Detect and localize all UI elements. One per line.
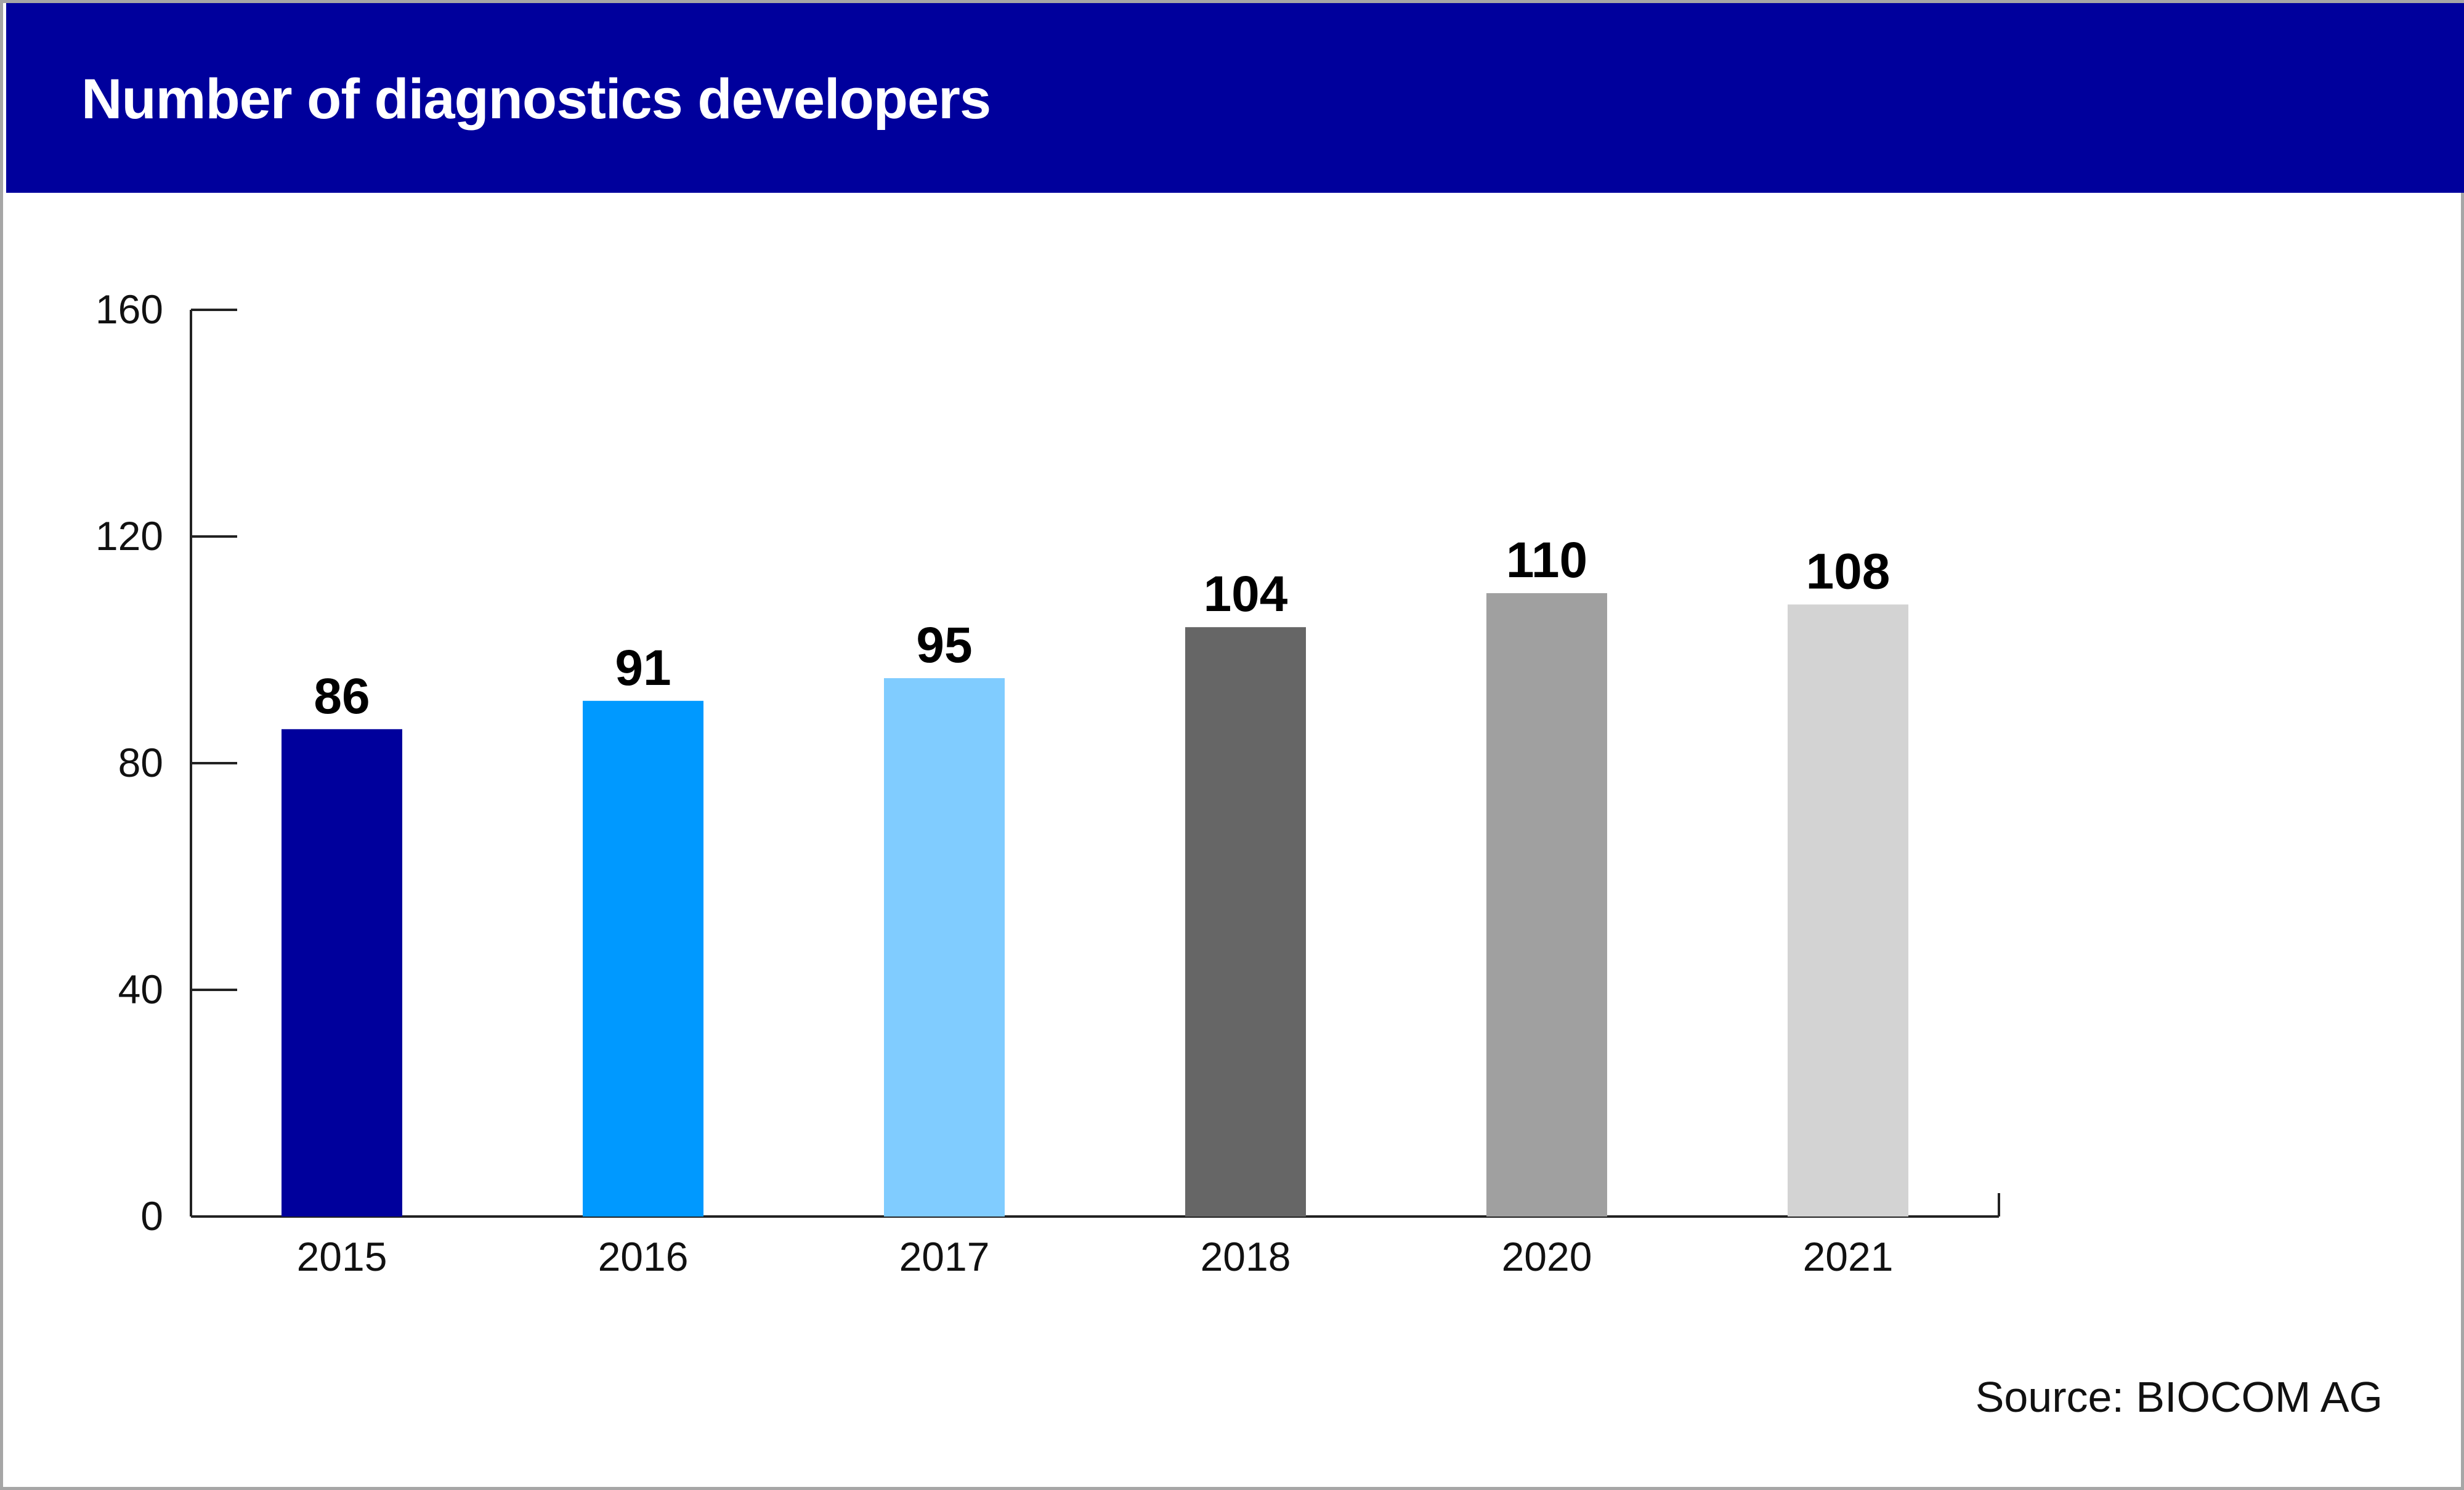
x-tick-label: 2020: [1502, 1234, 1592, 1279]
x-tick-label: 2018: [1201, 1234, 1291, 1279]
bar-data-label: 108: [1806, 543, 1891, 599]
bar: [1486, 593, 1607, 1217]
y-tick-label: 160: [95, 286, 163, 332]
bar: [282, 729, 402, 1217]
y-tick-label: 0: [140, 1193, 163, 1239]
bar: [884, 678, 1005, 1217]
bar-data-label: 104: [1204, 566, 1288, 622]
y-tick-label: 120: [95, 513, 163, 559]
chart-title: Number of diagnostics developers: [81, 68, 991, 131]
y-tick-label: 80: [118, 740, 163, 785]
bar: [1788, 604, 1908, 1217]
bar: [583, 700, 703, 1217]
y-tick-label: 40: [118, 966, 163, 1012]
x-tick-label: 2016: [598, 1234, 689, 1279]
title-banner: Number of diagnostics developers: [6, 3, 2464, 193]
bar-data-label: 95: [916, 617, 972, 673]
x-tick-label: 2021: [1803, 1234, 1894, 1279]
x-tick-label: 2017: [899, 1234, 990, 1279]
chart-labels: 0 40 80 120 160 86 2015 91 2016 95 2017 104 2018 110 2…: [95, 286, 1894, 1279]
bar-data-label: 86: [314, 668, 370, 724]
bar-data-label: 91: [615, 640, 671, 696]
source-note: Source: BIOCOM AG: [1975, 1373, 2383, 1421]
bar-data-label: 110: [1506, 532, 1587, 588]
chart-bars: [282, 593, 1908, 1217]
bar: [1185, 627, 1306, 1217]
chart-axes: [190, 309, 2000, 1218]
x-tick-label: 2015: [297, 1234, 387, 1279]
